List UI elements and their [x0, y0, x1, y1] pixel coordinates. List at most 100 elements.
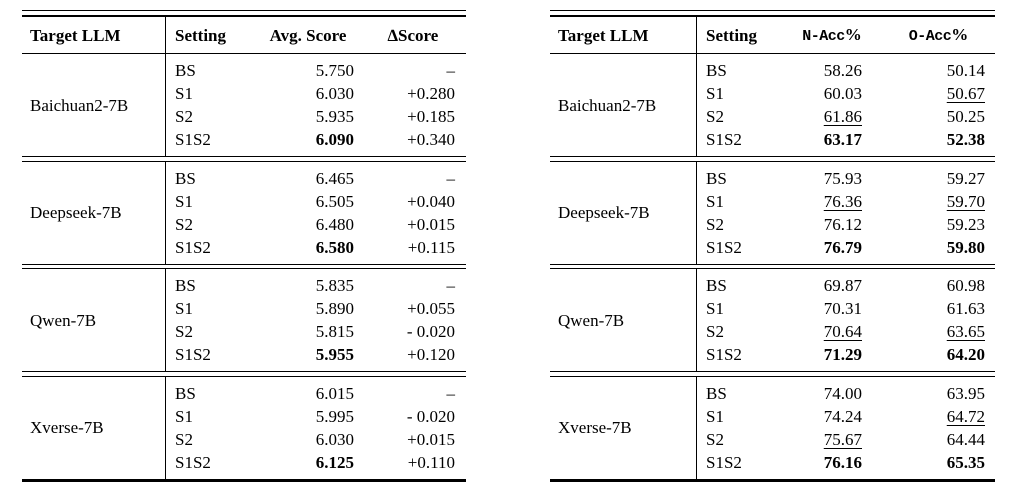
setting-label: BS — [706, 61, 727, 80]
column-header-metric-1: N-Acc% — [782, 23, 872, 48]
group-separator-rule — [550, 371, 995, 377]
setting-label: S1S2 — [175, 237, 211, 257]
group-rows: BS 6.015 – S1 5.995 - 0.020 S2 6.030 +0.015 S1S2 6… — [165, 376, 466, 479]
header-rule — [22, 53, 466, 54]
metric-value: 6.465 — [315, 168, 354, 188]
metric-value: +0.015 — [407, 214, 455, 234]
setting-label: S1S2 — [175, 452, 211, 472]
table-header-row: Target LLM Setting N-Acc% O-Acc% — [550, 17, 995, 53]
header-rule — [550, 53, 995, 54]
metric-value: 6.505 — [315, 191, 354, 211]
metric-value: 6.480 — [315, 214, 354, 234]
metric-value: - 0.020 — [406, 406, 455, 426]
metric-value: 6.125 — [315, 452, 354, 472]
metric-value: 5.835 — [315, 276, 354, 295]
metric-value: 59.80 — [946, 237, 985, 257]
column-header-metric-1: Avg. Score — [269, 25, 347, 45]
model-group: Xverse-7B BS 6.015 – S1 5.995 - 0.020 S2 6.030 +0… — [22, 376, 466, 479]
metric-value: 75.93 — [823, 168, 862, 188]
avg-score-table: Target LLM Setting Avg. Score ∆Score Baichua… — [22, 10, 466, 482]
metric-value: 76.12 — [823, 214, 862, 234]
column-header-metric-2: ∆Score — [387, 25, 439, 45]
metric-value: 5.750 — [315, 61, 354, 80]
metric-value: 6.030 — [315, 84, 354, 103]
metric-value: 6.030 — [315, 429, 354, 449]
column-header-metric-2: O-Acc% — [872, 23, 995, 48]
metric-value: 63.95 — [946, 383, 985, 403]
model-name: Xverse-7B — [30, 418, 104, 437]
model-group: Deepseek-7B BS 75.93 59.27 S1 76.36 59.70 S2 76.… — [550, 161, 995, 264]
column-header-target-llm: Target LLM — [558, 25, 649, 45]
metric-value: 76.79 — [823, 237, 862, 257]
metric-value: 52.38 — [946, 130, 985, 149]
model-group: Baichuan2-7B BS 5.750 – S1 6.030 +0.280 S2 5.935… — [22, 54, 466, 156]
bottom-rule — [22, 478, 466, 482]
metric-value: – — [446, 383, 456, 403]
setting-label: S1 — [706, 84, 724, 103]
setting-label: BS — [706, 276, 727, 295]
metric-value: 50.25 — [946, 107, 985, 126]
metric-value: 70.31 — [823, 299, 862, 318]
accuracy-table: Target LLM Setting N-Acc% O-Acc% Baichuan2-7… — [550, 10, 995, 482]
column-header-target-llm: Target LLM — [30, 25, 121, 45]
setting-label: S2 — [175, 107, 193, 126]
metric-value: 74.24 — [823, 406, 862, 426]
bottom-rule — [550, 478, 995, 482]
metric-value: 6.015 — [315, 383, 354, 403]
metric-value: 76.16 — [823, 452, 862, 472]
setting-label: S1 — [706, 299, 724, 318]
metric-value: +0.340 — [407, 130, 455, 149]
metric-value: 6.090 — [315, 130, 354, 149]
metric-value: +0.185 — [407, 107, 455, 126]
group-separator-rule — [22, 371, 466, 377]
metric-value: 50.14 — [946, 61, 985, 80]
table-header-row: Target LLM Setting Avg. Score ∆Score — [22, 17, 466, 53]
model-name: Deepseek-7B — [558, 203, 650, 222]
group-rows: BS 58.26 50.14 S1 60.03 50.67 S2 61.86 50.25 S1S2… — [696, 54, 995, 156]
setting-label: S1 — [175, 406, 193, 426]
metric-value: 70.64 — [823, 322, 862, 341]
metric-value: 69.87 — [823, 276, 862, 295]
model-name: Deepseek-7B — [30, 203, 122, 222]
top-rule — [22, 10, 466, 17]
model-group: Qwen-7B BS 69.87 60.98 S1 70.31 61.63 S2 70.64 63… — [550, 269, 995, 371]
metric-value: 74.00 — [823, 383, 862, 403]
setting-label: BS — [706, 168, 727, 188]
group-separator-rule — [22, 263, 466, 269]
metric-value: 64.72 — [946, 406, 985, 426]
setting-label: S2 — [706, 214, 724, 234]
model-group: Baichuan2-7B BS 58.26 50.14 S1 60.03 50.67 S2 61… — [550, 54, 995, 156]
metric-value: 59.23 — [946, 214, 985, 234]
metric-value: 65.35 — [946, 452, 985, 472]
metric-value: 61.86 — [823, 107, 862, 126]
percent-sign: % — [844, 24, 862, 44]
setting-label: S1 — [706, 191, 724, 211]
metric-value: – — [446, 168, 456, 188]
metric-value: 50.67 — [946, 84, 985, 103]
group-rows: BS 74.00 63.95 S1 74.24 64.72 S2 75.67 64.44 S1S2… — [696, 376, 995, 479]
metric-value: 63.65 — [946, 322, 985, 341]
header-columns: Setting N-Acc% O-Acc% — [696, 17, 995, 53]
metric-value: +0.040 — [407, 191, 455, 211]
metric-value: 76.36 — [823, 191, 862, 211]
metric-value: 5.935 — [315, 107, 354, 126]
setting-label: S1S2 — [706, 130, 742, 149]
setting-label: BS — [175, 383, 196, 403]
setting-label: S2 — [706, 107, 724, 126]
column-header-setting: Setting — [175, 25, 226, 45]
metric-value: +0.055 — [407, 299, 455, 318]
metric-name-typewriter: O-Acc — [908, 27, 952, 45]
setting-label: S1 — [175, 299, 193, 318]
setting-label: S1 — [175, 84, 193, 103]
metric-value: 60.98 — [946, 276, 985, 295]
metric-value: 5.955 — [315, 345, 354, 364]
group-separator-rule — [550, 263, 995, 269]
metric-value: 61.63 — [946, 299, 985, 318]
setting-label: BS — [706, 383, 727, 403]
model-group: Qwen-7B BS 5.835 – S1 5.890 +0.055 S2 5.815 - 0.0… — [22, 269, 466, 371]
metric-value: 59.27 — [946, 168, 985, 188]
metric-value: +0.280 — [407, 84, 455, 103]
group-separator-rule — [550, 156, 995, 162]
setting-label: S2 — [175, 322, 193, 341]
